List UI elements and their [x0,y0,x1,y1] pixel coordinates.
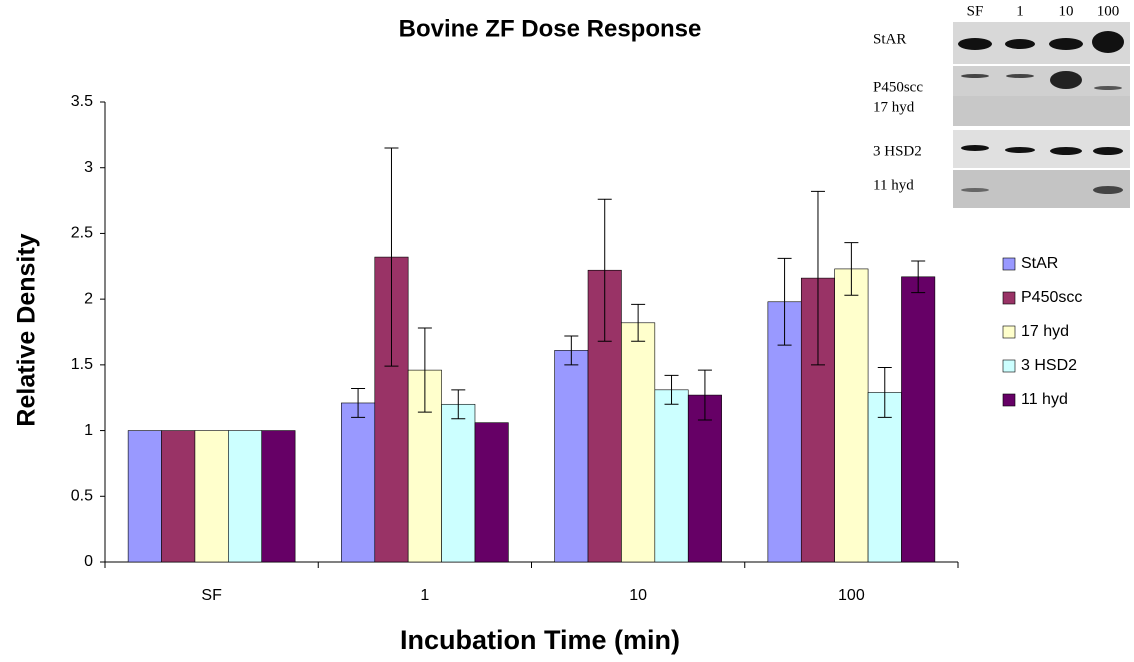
bar [194,430,229,563]
bar [341,402,376,563]
error-bar [664,374,679,405]
y-tick-label: 1 [84,422,93,439]
y-tick-label: 3.5 [71,93,93,110]
blot-lane-label: SF [967,3,984,19]
blot-bands [958,31,1124,194]
y-tick-label: 0.5 [71,488,93,505]
blot-lane-label: 10 [1059,3,1074,19]
bar [127,430,162,563]
y-tick-label: 1.5 [71,356,93,373]
x-axis-label: Incubation Time (min) [400,625,680,655]
legend-swatch [1002,359,1016,373]
y-tick-label: 2.5 [71,225,93,242]
bar [687,394,722,563]
x-tick-label: 1 [420,587,429,604]
legend-label: P450scc [1021,289,1082,306]
legend-label: 17 hyd [1021,323,1069,340]
blot-row-label: 3 HSD2 [873,143,922,159]
bar [834,268,869,563]
error-bar [451,389,466,420]
blot-strip [953,66,1130,96]
y-tick-label: 3 [84,159,93,176]
error-bar [810,190,825,366]
bar [901,276,936,563]
blot-row-label: StAR [873,31,906,47]
error-bar [631,303,646,342]
bar [261,430,296,563]
bar [441,403,476,563]
error-bar [844,242,859,296]
bar [554,350,589,563]
blot-row-label: P450scc [873,79,923,95]
legend-label: 11 hyd [1021,391,1068,408]
error-bar [911,260,926,294]
legend-swatch [1002,393,1016,407]
legend-swatch [1002,291,1016,305]
legend-label: StAR [1021,255,1058,272]
bar [867,392,902,563]
bar [654,389,689,563]
blot-row-label: 11 hyd [873,177,914,193]
legend-swatch [1002,257,1016,271]
x-tick-label: 10 [629,587,647,604]
blot-row-label: 17 hyd [873,99,915,115]
blot-inset [953,22,1130,208]
bar [161,430,196,563]
bar [474,422,509,563]
y-axis-label: Relative Density [13,233,41,426]
error-bar [351,388,366,418]
bar [621,322,656,563]
y-tick-label: 2 [84,290,93,307]
blot-lane-label: 100 [1097,3,1120,19]
error-bar [417,327,432,413]
x-tick-label: 100 [838,587,865,604]
chart-title: Bovine ZF Dose Response [399,15,702,42]
error-bar [697,369,712,421]
x-tick-label: SF [201,587,222,604]
bar [228,430,263,563]
blot-lane-label: 1 [1016,3,1024,19]
blot-strip [953,96,1130,126]
error-bar [564,335,579,366]
legend-label: 3 HSD2 [1021,357,1077,374]
legend-swatch [1002,325,1016,339]
error-bar [384,147,399,367]
y-tick-label: 0 [84,553,93,570]
error-bar [877,366,892,418]
error-bar [597,198,612,342]
error-bar [777,257,792,346]
